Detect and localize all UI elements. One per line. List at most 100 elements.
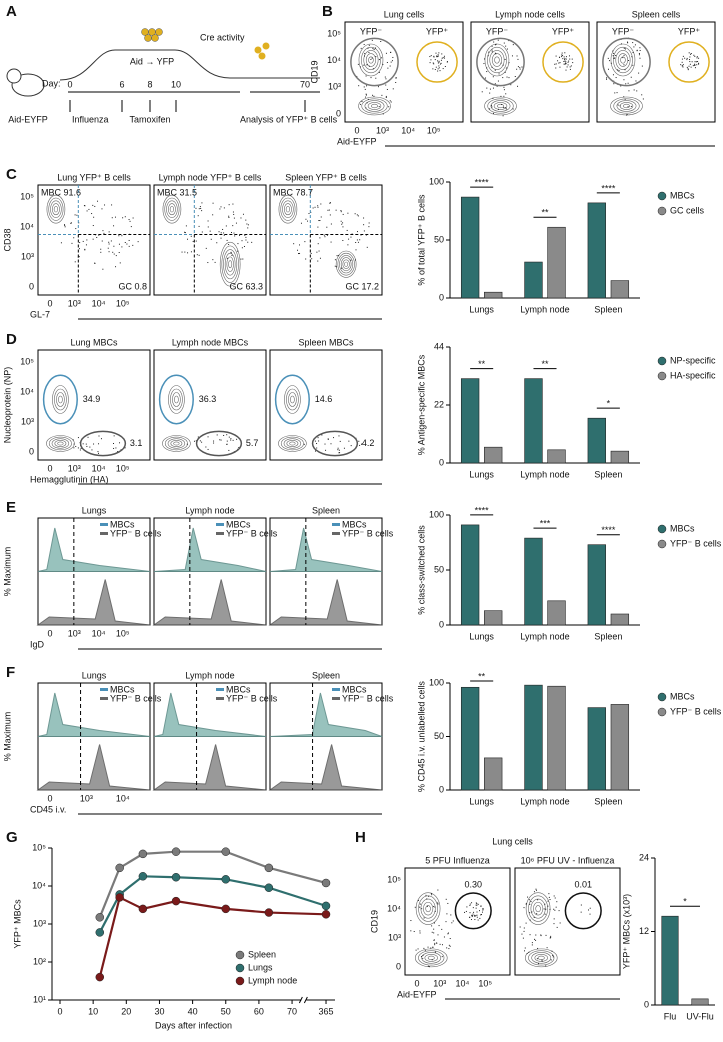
plot-frame <box>596 21 716 123</box>
event-dot <box>553 908 555 910</box>
plot-title: Spleen <box>312 505 340 515</box>
event-dot <box>623 47 625 49</box>
point <box>171 872 181 882</box>
event-dot <box>355 242 357 244</box>
event-dot <box>527 896 529 898</box>
event-dot <box>641 65 643 67</box>
event-dot <box>316 251 318 253</box>
axis-label: Days after infection <box>155 1020 232 1030</box>
event-dot <box>569 66 571 68</box>
contour <box>58 395 63 404</box>
bar <box>691 998 709 1006</box>
event-dot <box>432 946 434 948</box>
axis-break <box>298 996 303 1004</box>
legend-label: YFP⁻ B cells <box>226 528 278 538</box>
legend-swatch <box>100 523 108 526</box>
contour <box>528 950 555 966</box>
event-dot <box>113 225 115 227</box>
event-dot <box>247 241 249 243</box>
event-dot <box>502 77 504 79</box>
bar <box>524 537 543 626</box>
panel-letter: F <box>6 664 15 681</box>
panel-letter: H <box>355 829 366 846</box>
event-dot <box>419 906 421 908</box>
event-dot <box>70 222 72 224</box>
bar <box>484 610 503 626</box>
event-dot <box>187 238 189 240</box>
event-dot <box>438 52 440 54</box>
event-dot <box>464 911 466 913</box>
event-dot <box>434 906 436 908</box>
event-dot <box>225 225 227 227</box>
label: Analysis of YFP⁺ B cells <box>240 114 338 124</box>
point <box>95 928 105 937</box>
event-dot <box>504 71 506 73</box>
event-dot <box>612 74 614 76</box>
event-dot <box>553 895 555 897</box>
contour <box>358 96 391 116</box>
event-dot <box>697 61 699 63</box>
event-dot <box>625 83 627 85</box>
x-tick-label: Lungs <box>469 796 494 806</box>
event-dot <box>607 68 609 70</box>
event-dot <box>475 904 477 906</box>
event-dot <box>450 914 452 916</box>
event-dot <box>303 443 305 445</box>
event-dot <box>228 215 230 217</box>
contour <box>610 96 643 116</box>
event-dot <box>410 920 412 922</box>
event-dot <box>326 234 328 236</box>
event-dot <box>630 105 632 107</box>
event-dot <box>589 907 591 909</box>
event-dot <box>365 75 367 77</box>
event-dot <box>432 62 434 64</box>
event-dot <box>692 65 694 67</box>
event-dot <box>437 60 439 62</box>
label: 0 <box>67 79 72 89</box>
event-dot <box>114 216 116 218</box>
point <box>221 904 231 914</box>
event-dot <box>361 443 363 445</box>
event-dot <box>630 76 632 78</box>
contour <box>288 392 297 407</box>
tick-label: 0 <box>47 793 52 803</box>
tick-label: 0 <box>336 108 341 118</box>
event-dot <box>438 65 440 67</box>
event-dot <box>84 248 86 250</box>
legend-marker <box>657 539 667 549</box>
contour <box>337 252 355 276</box>
event-dot <box>557 60 559 62</box>
contour <box>339 255 354 274</box>
event-dot <box>489 88 491 90</box>
event-dot <box>363 224 365 226</box>
contour <box>172 392 181 407</box>
event-dot <box>544 903 546 905</box>
event-dot <box>297 249 299 251</box>
event-dot <box>312 207 314 209</box>
event-dot <box>137 241 139 243</box>
bar <box>484 446 503 464</box>
event-dot <box>489 108 491 110</box>
event-dot <box>612 50 614 52</box>
event-dot <box>437 934 439 936</box>
event-dot <box>492 97 494 99</box>
significance: **** <box>601 525 616 535</box>
event-dot <box>119 442 121 444</box>
event-dot <box>551 950 553 952</box>
contour <box>494 56 500 64</box>
event-dot <box>355 259 357 261</box>
tick-label: 10⁵ <box>387 874 401 884</box>
event-dot <box>698 63 700 65</box>
plot-title: Lymph node cells <box>495 9 565 19</box>
gate-label: GC 63.3 <box>229 281 263 291</box>
event-dot <box>501 103 503 105</box>
event-dot <box>565 61 567 63</box>
x-tick-label: Lungs <box>469 469 494 479</box>
legend-swatch <box>216 532 224 535</box>
tick-label: 10⁵ <box>116 628 130 638</box>
point <box>138 904 148 914</box>
bar <box>587 202 606 299</box>
event-dot <box>245 239 247 241</box>
event-dot <box>555 55 557 57</box>
gate-label: MBC 78.7 <box>273 187 313 197</box>
